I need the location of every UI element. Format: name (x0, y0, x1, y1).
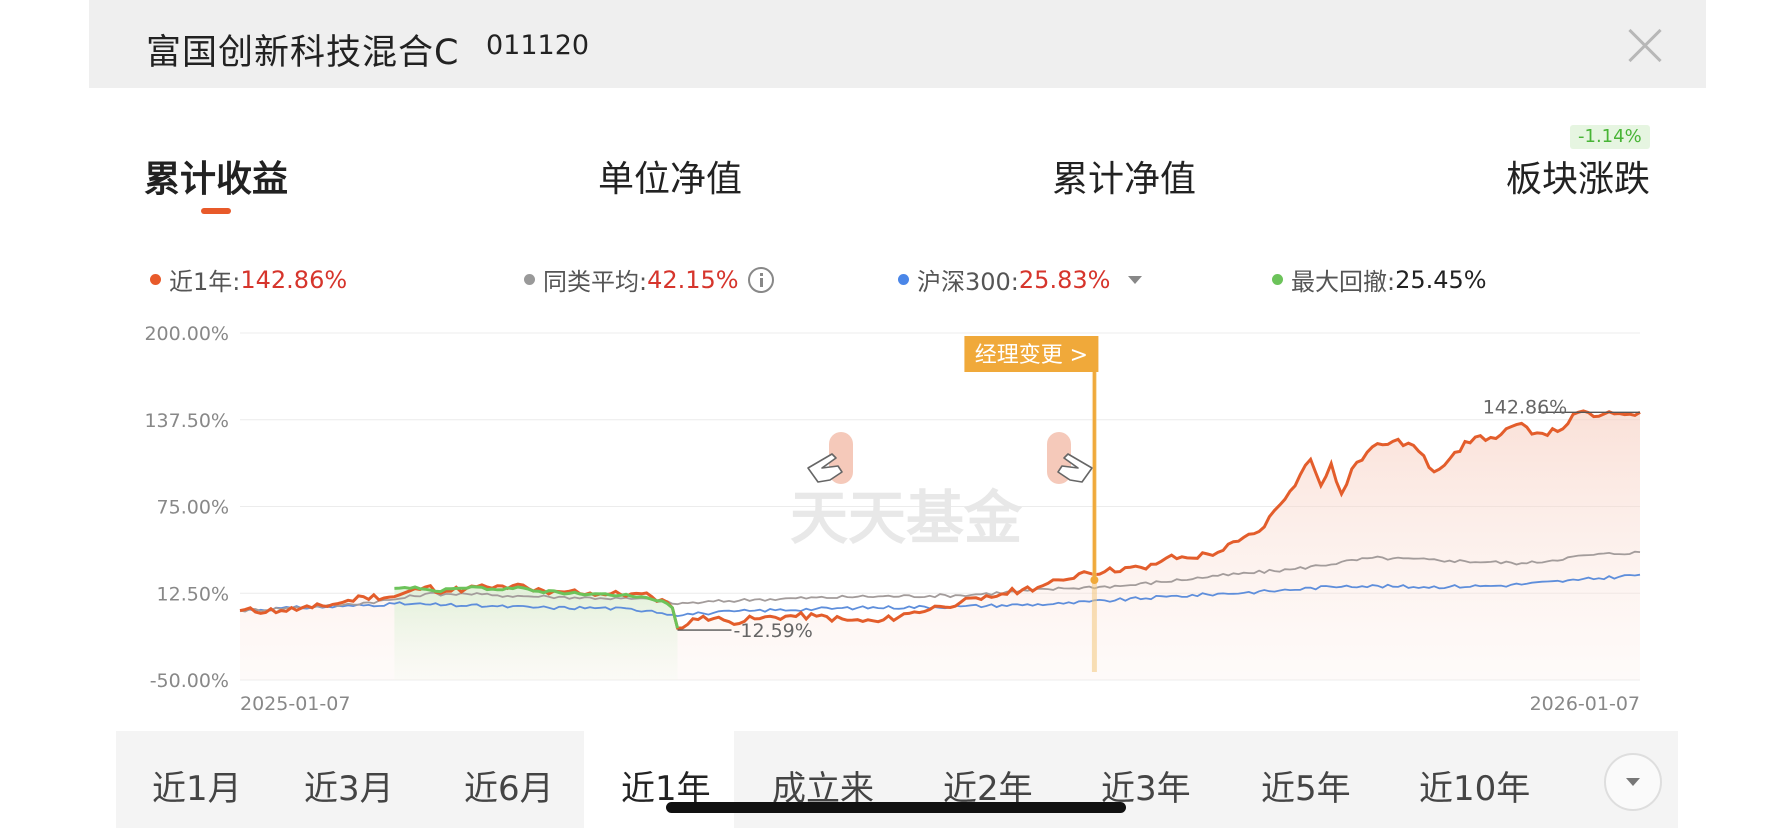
header-bar: 富国创新科技混合C 011120 (89, 0, 1706, 88)
category_avg-line (239, 550, 1641, 613)
period-10y[interactable]: 近10年 (1419, 769, 1531, 809)
sector-change-badge: -1.14% (1570, 125, 1650, 149)
legend-hs300[interactable]: 沪深300: 25.83% (898, 262, 1143, 297)
legend-dot (1272, 274, 1283, 285)
return-chart[interactable]: 200.00% 137.50% 75.00% 12.50% -50.00% 2025-01… (0, 300, 1792, 720)
home-indicator (666, 802, 1126, 813)
active-tab-indicator (201, 208, 231, 214)
swipe-hint-icon (807, 432, 853, 484)
y-tick-label: 200.00% (144, 323, 229, 345)
period-5y[interactable]: 近5年 (1261, 769, 1351, 809)
min-value-label: -12.59% (734, 620, 813, 642)
period-3m[interactable]: 近3月 (304, 769, 394, 809)
period-6m[interactable]: 近6月 (464, 769, 554, 809)
x-tick-label: 2025-01-07 (240, 693, 350, 715)
period-selector: 近1月 近3月 近6月 近1年 成立来 近2年 近3年 近5年 近10年 (116, 731, 1678, 828)
dropdown-icon[interactable] (1128, 275, 1143, 284)
swipe-hint-icon (1047, 432, 1093, 484)
legend-label: 沪深300: (917, 268, 1019, 296)
tab-sector-change[interactable]: 板块涨跌 (1506, 159, 1651, 200)
info-icon[interactable] (747, 266, 774, 293)
legend-dot (150, 274, 161, 285)
max-drawdown-line (394, 585, 679, 629)
x-tick-label: 2026-01-07 (1530, 693, 1640, 715)
legend-value: 25.45% (1395, 265, 1487, 294)
max-value-label: 142.86% (1483, 396, 1568, 418)
tab-unit-nav[interactable]: 单位净值 (598, 159, 743, 200)
legend-label: 近1年: (169, 268, 241, 296)
legend-max-drawdown: 最大回撤: 25.45% (1272, 262, 1487, 297)
fund-code: 011120 (486, 30, 590, 61)
legend-label: 同类平均: (543, 268, 648, 296)
y-tick-label: 137.50% (144, 410, 229, 432)
legend-category-avg: 同类平均: 42.15% (524, 262, 774, 297)
drawdown-area-fill (394, 586, 678, 680)
event-marker-dot (1090, 576, 1099, 584)
fund-name: 富国创新科技混合C (146, 33, 460, 73)
tab-cumulative-nav[interactable]: 累计净值 (1052, 159, 1197, 200)
legend-label: 最大回撤: (1291, 268, 1396, 296)
manager-change-tag[interactable] (964, 336, 1099, 372)
manager-change-label[interactable]: 经理变更 > (975, 343, 1088, 368)
legend-value: 142.86% (240, 265, 348, 294)
legend-dot (898, 274, 909, 285)
chart-tabs: 累计收益 单位净值 累计净值 板块涨跌 (0, 150, 1792, 220)
close-icon[interactable] (1626, 26, 1664, 64)
y-tick-label: 75.00% (157, 497, 229, 519)
chevron-down-icon[interactable] (1604, 753, 1662, 811)
y-tick-label: 12.50% (157, 583, 229, 605)
legend-dot (524, 274, 535, 285)
legend-value: 42.15% (647, 265, 739, 294)
tab-cumulative-return[interactable]: 累计收益 (144, 159, 289, 200)
watermark-text: 天天基金 (790, 484, 1023, 552)
y-tick-label: -50.00% (150, 670, 229, 692)
legend-value: 25.83% (1018, 265, 1111, 294)
legend-fund: 近1年: 142.86% (150, 262, 347, 297)
period-1m[interactable]: 近1月 (152, 769, 242, 809)
